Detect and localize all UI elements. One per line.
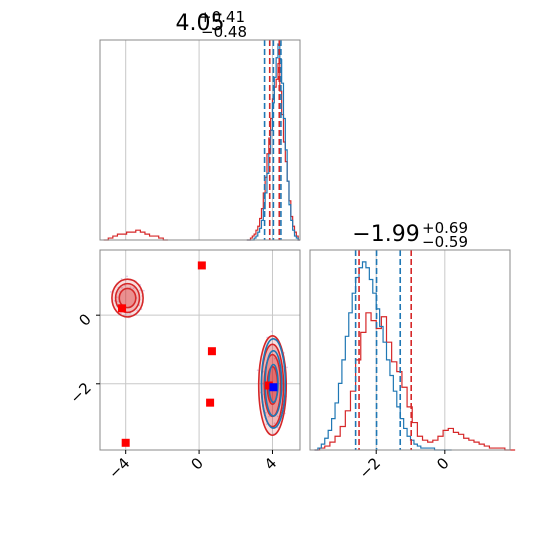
panel-frame [99,249,301,451]
sample-point [121,286,123,289]
title-param1-plus: +0.41 [199,8,245,26]
sample-point [271,330,273,333]
truth-marker-red [121,438,130,447]
sample-point [120,277,123,280]
sample-point [273,422,276,425]
truth-marker-red [197,261,206,270]
title-param2-minus: −0.59 [422,233,468,251]
sample-point [256,369,259,372]
sample-point [276,415,279,418]
contour-red [118,287,137,309]
title-param1-minus: −0.48 [201,23,247,41]
x-tick-label-param1: 0 [187,454,206,473]
y-tick-label-param2: 0 [75,310,94,329]
title-param1: 4.05 [176,11,225,36]
truth-marker-blue [269,383,278,392]
x-tick-label-param1: −4 [105,454,133,482]
contour-blue [260,338,287,429]
sample-point [265,423,268,426]
marginal-param1-panel [99,39,301,241]
histogram-blue [314,261,452,451]
joint-param1-param2-panel [99,249,301,451]
x-tick-label-param2: −2 [356,454,384,482]
panel-frame [99,39,301,241]
sample-point [277,426,279,429]
truth-marker-red [207,347,216,356]
x-tick-label-param1: 4 [261,454,280,473]
sample-point [268,415,270,418]
title-param2-plus: +0.69 [422,219,468,237]
truth-marker-red [264,381,273,390]
y-tick-label-param2: −2 [66,379,94,407]
sample-point [109,291,112,293]
sample-point [124,313,127,316]
sample-point [136,309,139,312]
sample-point [139,289,142,292]
sample-point [274,357,276,360]
truth-marker-red [118,304,127,313]
title-param2: −1.99 [352,222,419,247]
sample-point [132,287,135,290]
sample-point [117,300,119,303]
sample-point [262,382,264,385]
truth-marker-red [206,398,215,407]
panel-frame [309,249,511,451]
histogram-red [314,312,516,451]
histogram-red-mode2 [103,229,168,241]
sample-point [126,275,128,278]
sample-point [129,286,132,289]
sample-point [286,366,288,369]
title-param2-median: −1.99 [352,222,419,247]
sample-point [120,312,122,315]
x-tick-label-param2: 0 [433,454,452,473]
sample-point [142,289,145,292]
histogram-blue [246,43,300,241]
marginal-param2-panel [309,249,516,451]
title-param1-median: 4.05 [176,11,225,36]
